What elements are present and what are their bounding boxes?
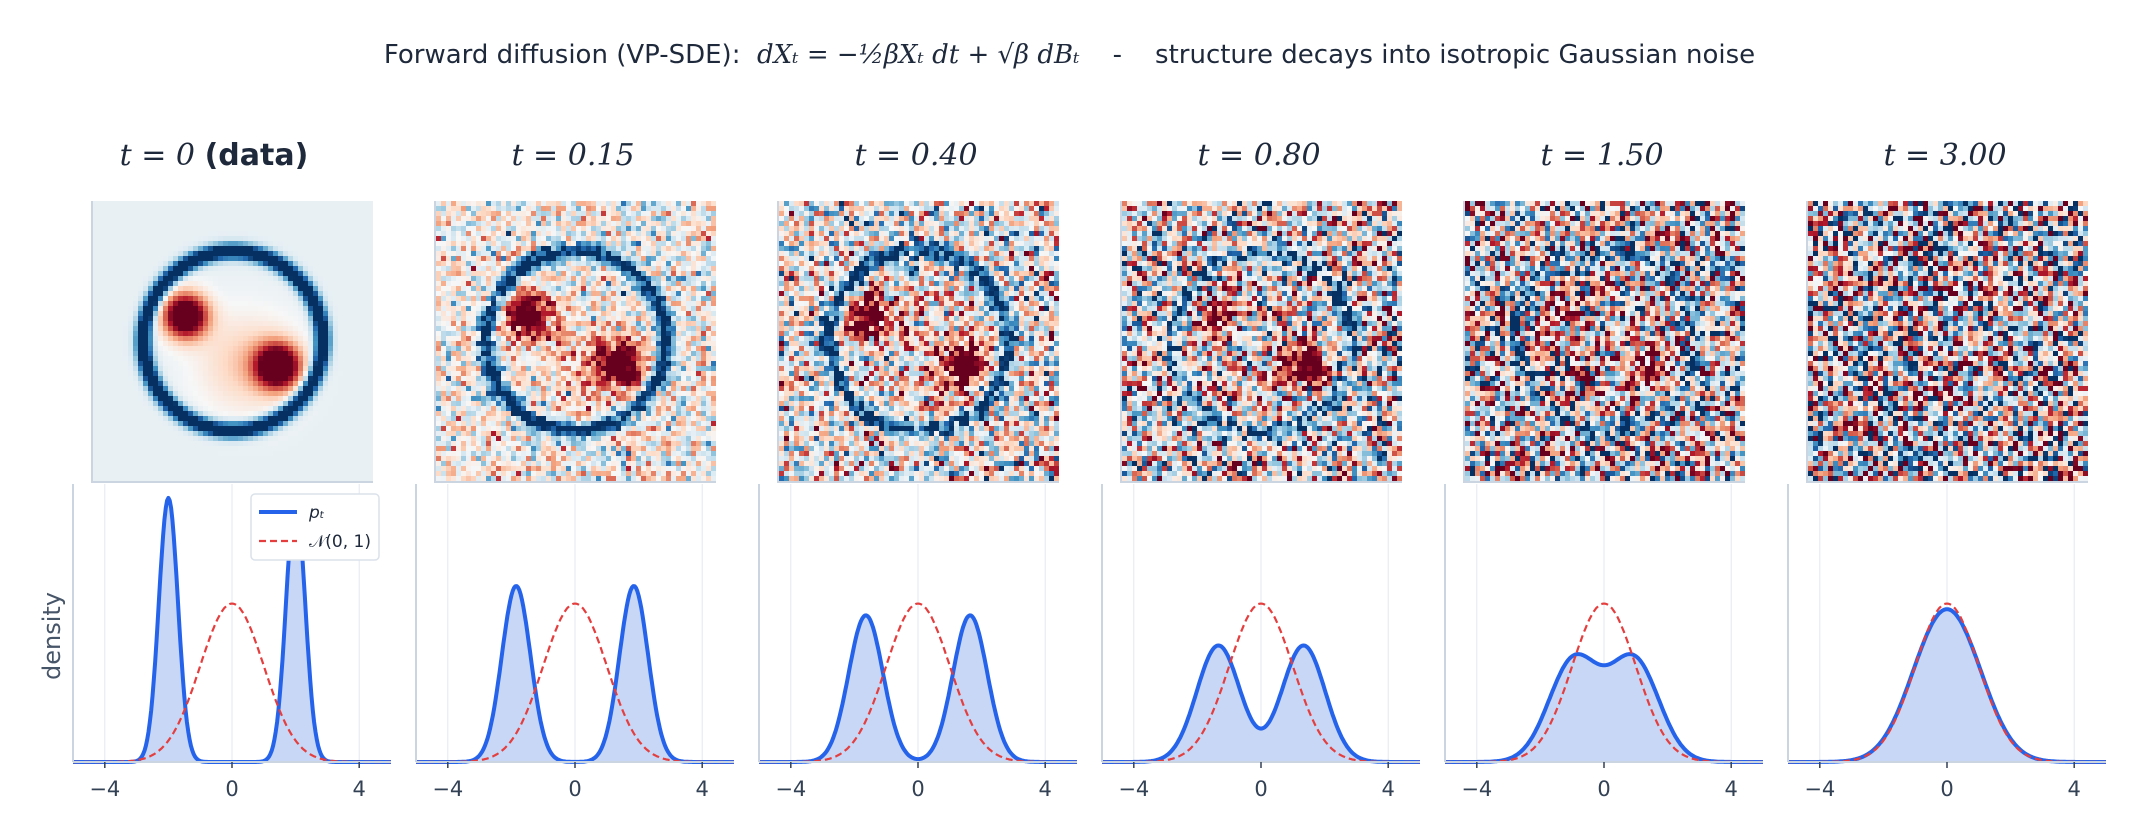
sample-heatmap-0 xyxy=(93,201,373,481)
panel-title-0: t = 0 (data) xyxy=(119,138,309,173)
density-fill-4 xyxy=(1445,654,1763,762)
density-line-2 xyxy=(758,613,1078,764)
sample-heatmap-5 xyxy=(1808,201,2088,481)
suptitle-suffix: structure decays into isotropic Gaussian… xyxy=(1155,40,1756,70)
x-tick-label-3-0: −4 xyxy=(1118,777,1149,801)
normal-reference-line-4 xyxy=(1445,602,1763,764)
figure-suptitle: Forward diffusion (VP-SDE): dXₜ = −½βXₜ … xyxy=(0,40,2139,70)
sample-heatmap-4 xyxy=(1465,201,1745,481)
panel-title-3: t = 0.80 xyxy=(1197,138,1321,173)
panel-title-4: t = 1.50 xyxy=(1540,138,1664,173)
x-tick-label-4-0: −4 xyxy=(1461,777,1492,801)
density-fill-5 xyxy=(1788,609,2106,762)
normal-reference-line-5 xyxy=(1788,602,2106,764)
suptitle-equation: dXₜ = −½βXₜ dt + √β dBₜ xyxy=(757,40,1080,70)
x-tick-label-5-1: 0 xyxy=(1940,777,1953,801)
x-tick-label-1-2: 4 xyxy=(696,777,709,801)
x-tick-label-0-1: 0 xyxy=(225,777,238,801)
x-tick-label-5-2: 4 xyxy=(2068,777,2081,801)
x-tick-label-4-2: 4 xyxy=(1725,777,1738,801)
x-tick-label-2-0: −4 xyxy=(775,777,806,801)
density-fill-3 xyxy=(1102,645,1420,762)
normal-reference-line-1 xyxy=(416,602,734,764)
x-tick-label-0-0: −4 xyxy=(89,777,120,801)
x-tick-label-1-0: −4 xyxy=(432,777,463,801)
panel-title-1: t = 0.15 xyxy=(511,138,635,173)
sample-heatmap-3 xyxy=(1122,201,1402,481)
sample-image-4 xyxy=(1463,201,1745,483)
x-tick-label-3-1: 0 xyxy=(1254,777,1267,801)
density-fill-1 xyxy=(416,586,734,762)
sample-image-5 xyxy=(1806,201,2088,483)
sample-heatmap-1 xyxy=(436,201,716,481)
sample-image-1 xyxy=(434,201,716,483)
normal-reference-line-0 xyxy=(73,602,391,764)
sample-image-2 xyxy=(777,201,1059,483)
panel-title-2: t = 0.40 xyxy=(854,138,978,173)
x-tick-label-5-0: −4 xyxy=(1804,777,1835,801)
normal-reference-line-2 xyxy=(759,602,1077,764)
sample-heatmap-2 xyxy=(779,201,1059,481)
normal-reference-line-3 xyxy=(1102,602,1420,764)
density-line-3 xyxy=(1101,643,1421,764)
x-tick-label-2-1: 0 xyxy=(911,777,924,801)
panel-title-5: t = 3.00 xyxy=(1883,138,2007,173)
x-tick-label-4-1: 0 xyxy=(1597,777,1610,801)
suptitle-separator: - xyxy=(1112,40,1122,70)
legend-pt-label: pₜ xyxy=(308,503,325,523)
x-tick-label-2-2: 4 xyxy=(1039,777,1052,801)
sample-image-0 xyxy=(91,201,373,483)
legend-normal-label: 𝒩(0, 1) xyxy=(309,532,371,552)
suptitle-prefix: Forward diffusion (VP-SDE): xyxy=(383,40,741,70)
x-tick-label-0-2: 4 xyxy=(353,777,366,801)
x-tick-label-1-1: 0 xyxy=(568,777,581,801)
sample-image-3 xyxy=(1120,201,1402,483)
x-tick-label-3-2: 4 xyxy=(1382,777,1395,801)
